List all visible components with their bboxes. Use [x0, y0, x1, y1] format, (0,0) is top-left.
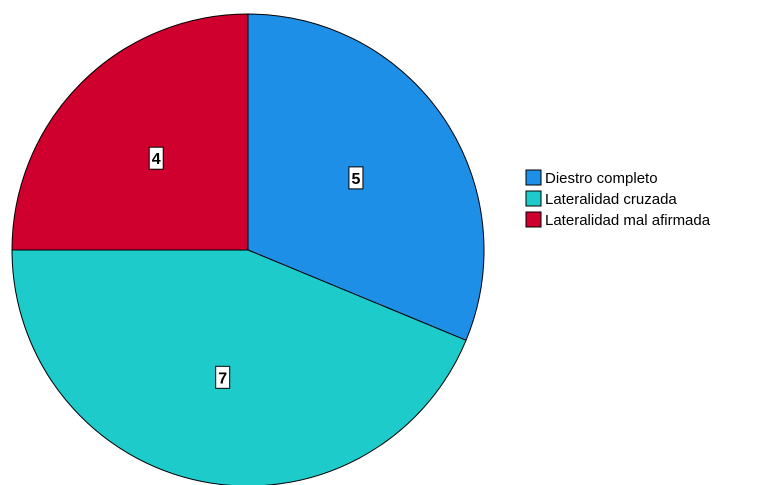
- pie-data-labels: 5 7 4: [148, 146, 364, 389]
- data-label-diestro-completo: 5: [348, 166, 364, 190]
- legend-label: Diestro completo: [545, 170, 658, 187]
- legend-swatch: [525, 169, 542, 186]
- legend-item-lateralidad-cruzada: Lateralidad cruzada: [525, 190, 677, 208]
- legend-label: Lateralidad mal afirmada: [545, 212, 711, 229]
- pie-slice-diestro-completo: [247, 13, 485, 341]
- legend-item-lateralidad-mal-afirmada: Lateralidad mal afirmada: [525, 211, 711, 229]
- data-label-value: 7: [218, 370, 227, 387]
- data-label-value: 4: [152, 151, 161, 168]
- data-label-lateralidad-mal-afirmada: 4: [148, 146, 164, 170]
- legend-swatch: [525, 211, 542, 228]
- legend-swatch: [525, 190, 542, 207]
- data-label-value: 5: [351, 171, 360, 188]
- data-label-lateralidad-cruzada: 7: [215, 365, 231, 389]
- legend-label: Lateralidad cruzada: [545, 191, 677, 208]
- data-label-box: [148, 146, 164, 170]
- legend: Diestro completo Lateralidad cruzada Later…: [525, 169, 711, 229]
- legend-item-diestro-completo: Diestro completo: [525, 169, 658, 187]
- pie-slice-lateralidad-cruzada: [11, 249, 467, 485]
- pie-slices: [11, 13, 485, 485]
- data-label-box: [348, 166, 364, 190]
- pie-slice-lateralidad-mal-afirmada: [11, 13, 249, 251]
- data-label-box: [215, 365, 231, 389]
